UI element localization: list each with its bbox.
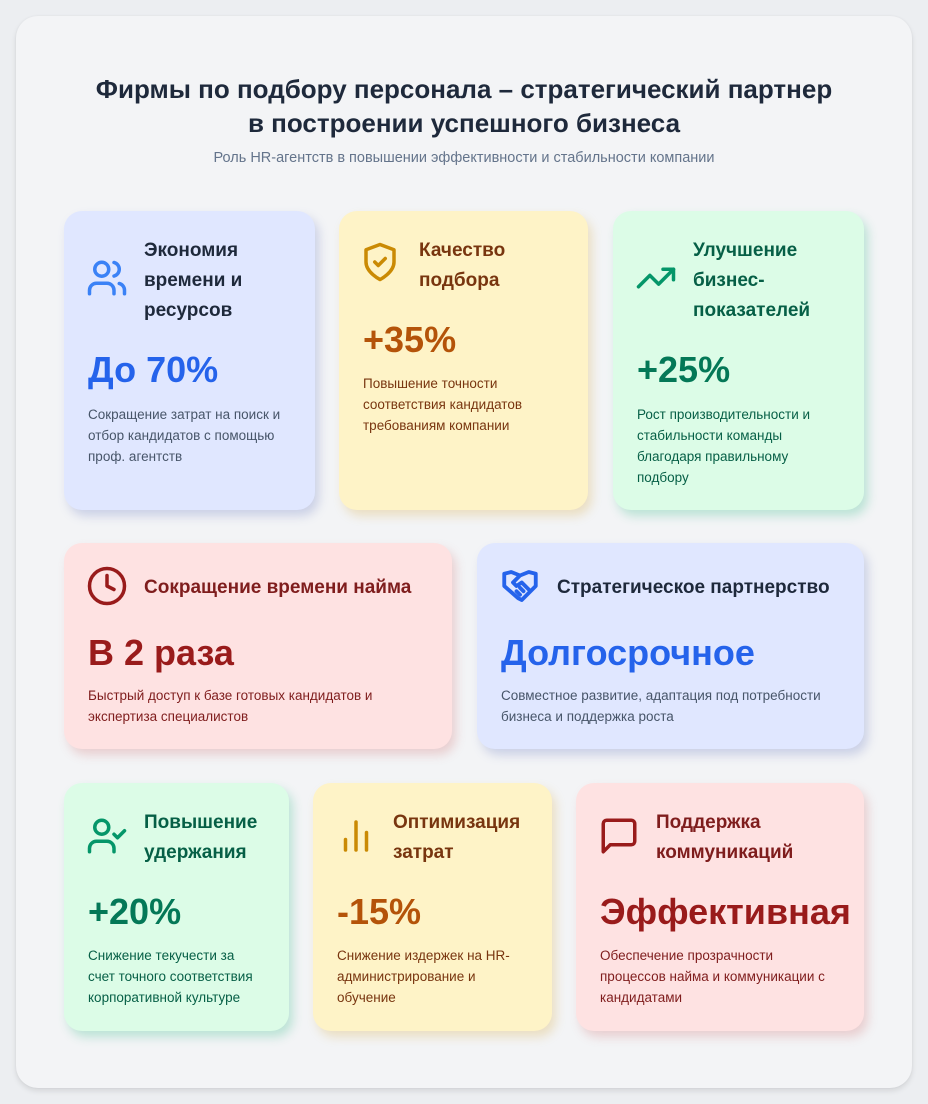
card-description: Сокращение затрат на поиск и отбор кандид… bbox=[88, 407, 281, 464]
card-value: +20% bbox=[88, 891, 182, 932]
title-line-2: в построении успешного бизнеса bbox=[247, 108, 681, 138]
card-description: Повышение точности соответствия кандидато… bbox=[363, 376, 523, 433]
card-value: В 2 раза bbox=[88, 632, 234, 673]
card-communication-support: Поддержка коммуникаций Эффективная Обеспе… bbox=[576, 783, 864, 1031]
user-check-icon bbox=[87, 818, 127, 854]
card-title: Поддержка коммуникаций bbox=[656, 812, 794, 863]
card-value: -15% bbox=[337, 891, 422, 932]
shield-check-icon bbox=[364, 242, 396, 282]
card-time-resources: Экономия времени и ресурсов До 70% Сокраще… bbox=[64, 211, 315, 510]
card-value: Эффективная bbox=[600, 891, 851, 932]
card-title: Повышение удержания bbox=[144, 812, 258, 863]
card-title: Оптимизация затрат bbox=[393, 812, 521, 863]
handshake-icon bbox=[502, 570, 538, 602]
card-title: Сокращение времени найма bbox=[144, 577, 412, 598]
users-icon bbox=[87, 260, 127, 296]
card-title: Качество подбора bbox=[419, 240, 506, 291]
trending-up-icon bbox=[636, 267, 676, 289]
card-description: Быстрый доступ к базе готовых кандидатов… bbox=[88, 688, 373, 724]
card-strategic-partnership: Стратегическое партнерство Долгосрочное … bbox=[477, 543, 864, 749]
title-line-1: Фирмы по подбору персонала – стратегичес… bbox=[95, 74, 833, 104]
card-value: +25% bbox=[637, 349, 731, 390]
card-description: Снижение текучести за счет точного соотве… bbox=[88, 948, 253, 1005]
clock-icon bbox=[87, 566, 127, 606]
message-square-icon bbox=[601, 818, 637, 854]
card-value: +35% bbox=[363, 319, 457, 360]
card-business-metrics: Улучшение бизнес-показателей +25% Рост пр… bbox=[613, 211, 864, 510]
card-retention: Повышение удержания +20% Снижение текучес… bbox=[64, 783, 289, 1031]
card-description: Обеспечение прозрачности процессов найма … bbox=[600, 948, 825, 1005]
card-value: До 70% bbox=[88, 349, 219, 390]
bar-chart-icon bbox=[343, 820, 369, 852]
page-title: Фирмы по подбору персонала – стратегичес… bbox=[0, 72, 928, 140]
card-cost-optimization: Оптимизация затрат -15% Снижение издержек… bbox=[313, 783, 552, 1031]
card-description: Совместное развитие, адаптация под потре… bbox=[501, 688, 821, 724]
card-title: Улучшение бизнес-показателей bbox=[693, 240, 811, 321]
card-description: Снижение издержек на HR-администрировани… bbox=[337, 948, 510, 1005]
card-title: Экономия времени и ресурсов bbox=[144, 240, 243, 321]
card-description: Рост производительности и стабильности ко… bbox=[637, 407, 811, 485]
card-title: Стратегическое партнерство bbox=[557, 577, 830, 598]
card-value: Долгосрочное bbox=[501, 632, 755, 673]
page-subtitle: Роль HR-агентств в повышении эффективнос… bbox=[213, 150, 715, 166]
card-hiring-time: Сокращение времени найма В 2 раза Быстры… bbox=[64, 543, 452, 749]
card-selection-quality: Качество подбора +35% Повышение точности с… bbox=[339, 211, 588, 510]
